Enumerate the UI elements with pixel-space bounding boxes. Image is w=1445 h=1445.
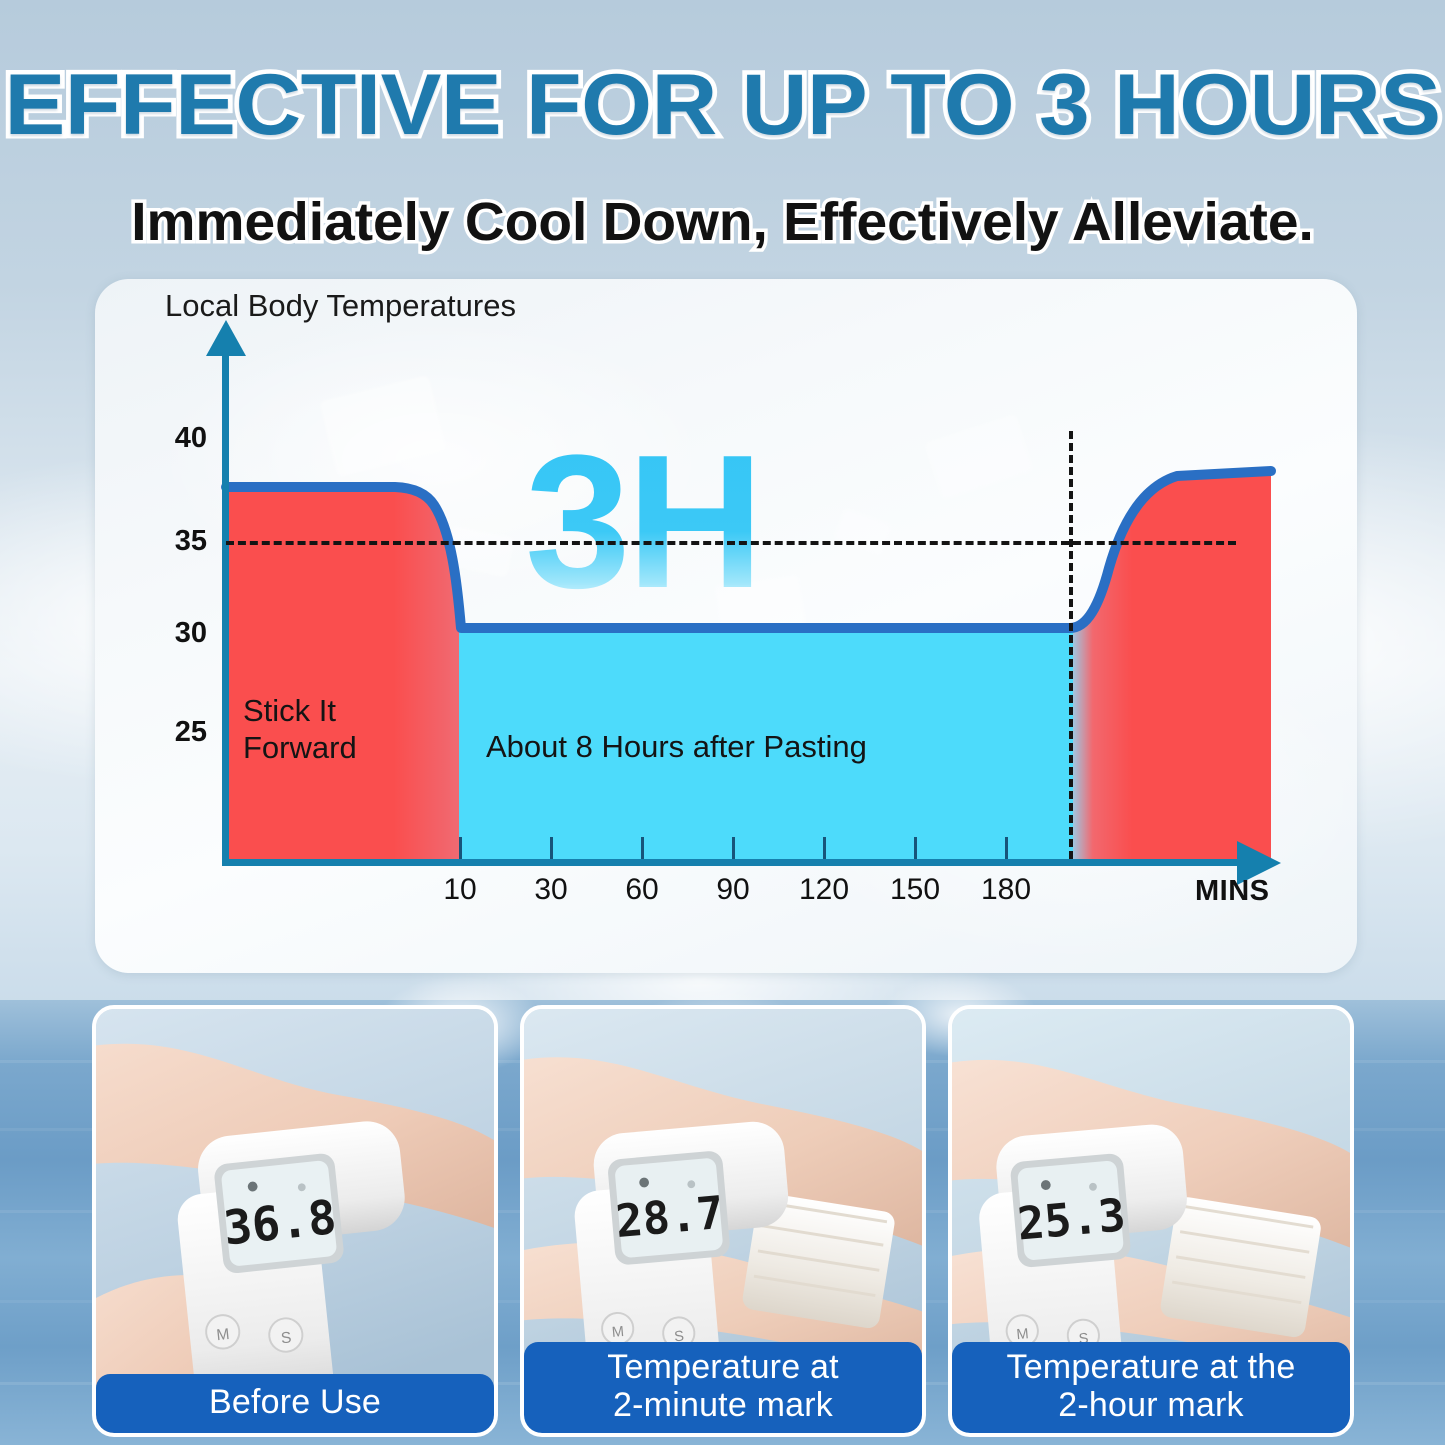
zone-label-line2: Forward xyxy=(243,729,357,765)
svg-text:M: M xyxy=(1016,1326,1030,1343)
reference-line-3h xyxy=(1069,431,1073,859)
x-tick-mark xyxy=(550,837,553,859)
x-tick-120: 120 xyxy=(798,873,850,906)
chart-plot-area xyxy=(221,466,1276,862)
zone-label-after-pasting: About 8 Hours after Pasting xyxy=(486,729,867,764)
svg-text:M: M xyxy=(216,1326,231,1344)
x-tick-180: 180 xyxy=(980,873,1032,906)
x-tick-90: 90 xyxy=(716,873,750,906)
svg-text:S: S xyxy=(1078,1331,1089,1348)
x-tick-mark xyxy=(641,837,644,859)
zone-label-stick-it-forward: Stick It Forward xyxy=(243,693,357,766)
photo-card-before-use[interactable]: 36.8 M S Before Use xyxy=(92,1005,498,1437)
reference-line-35 xyxy=(226,541,1236,545)
chart-title: Local Body Temperatures xyxy=(165,288,516,323)
x-axis-unit-label: MINS xyxy=(1195,875,1270,907)
x-tick-150: 150 xyxy=(889,873,941,906)
x-axis-arrow-icon xyxy=(1237,841,1281,885)
photo-card-2-minute[interactable]: 28.7 M S Temperature at 2-minute mark xyxy=(520,1005,926,1437)
temperature-chart-card: Local Body Temperatures 3H xyxy=(95,279,1357,973)
y-tick-35: 35 xyxy=(174,525,207,557)
thermometer-reading-3: 25.3 xyxy=(1015,1188,1127,1250)
photo-gallery: 36.8 M S Before Use xyxy=(92,1005,1354,1437)
y-axis-line xyxy=(222,349,229,865)
x-tick-30: 30 xyxy=(534,873,568,906)
x-tick-mark xyxy=(914,837,917,859)
photo-before-use: 36.8 M S xyxy=(96,1009,494,1433)
zone-label-line1: Stick It xyxy=(243,693,337,728)
photo-card-2-hour[interactable]: 25.3 M S Temperature at the 2-hour mark xyxy=(948,1005,1354,1437)
x-tick-mark xyxy=(1005,837,1008,859)
y-tick-40: 40 xyxy=(174,422,207,454)
x-tick-mark xyxy=(823,837,826,859)
x-tick-mark xyxy=(732,837,735,859)
x-tick-60: 60 xyxy=(625,873,659,906)
x-axis-line xyxy=(222,859,1244,866)
photo-caption-before-use: Before Use xyxy=(96,1374,494,1433)
photo-caption-2-hour: Temperature at the 2-hour mark xyxy=(952,1341,1350,1433)
x-tick-mark xyxy=(459,837,462,859)
svg-text:M: M xyxy=(611,1324,625,1341)
thermometer-reading-1: 36.8 xyxy=(221,1190,339,1257)
y-tick-25: 25 xyxy=(174,716,207,748)
page-subtitle: Immediately Cool Down, Effectively Allev… xyxy=(128,192,1318,253)
y-tick-30: 30 xyxy=(174,617,207,649)
photo-caption-2-minute: Temperature at 2-minute mark xyxy=(524,1341,922,1433)
page-title: EFFECTIVE FOR UP TO 3 HOURS xyxy=(0,57,1445,153)
x-tick-10: 10 xyxy=(443,873,477,906)
svg-text:S: S xyxy=(280,1329,292,1347)
svg-text:S: S xyxy=(674,1329,685,1346)
thermometer-reading-2: 28.7 xyxy=(614,1186,726,1248)
chart-watermark-3h: 3H xyxy=(525,416,764,628)
